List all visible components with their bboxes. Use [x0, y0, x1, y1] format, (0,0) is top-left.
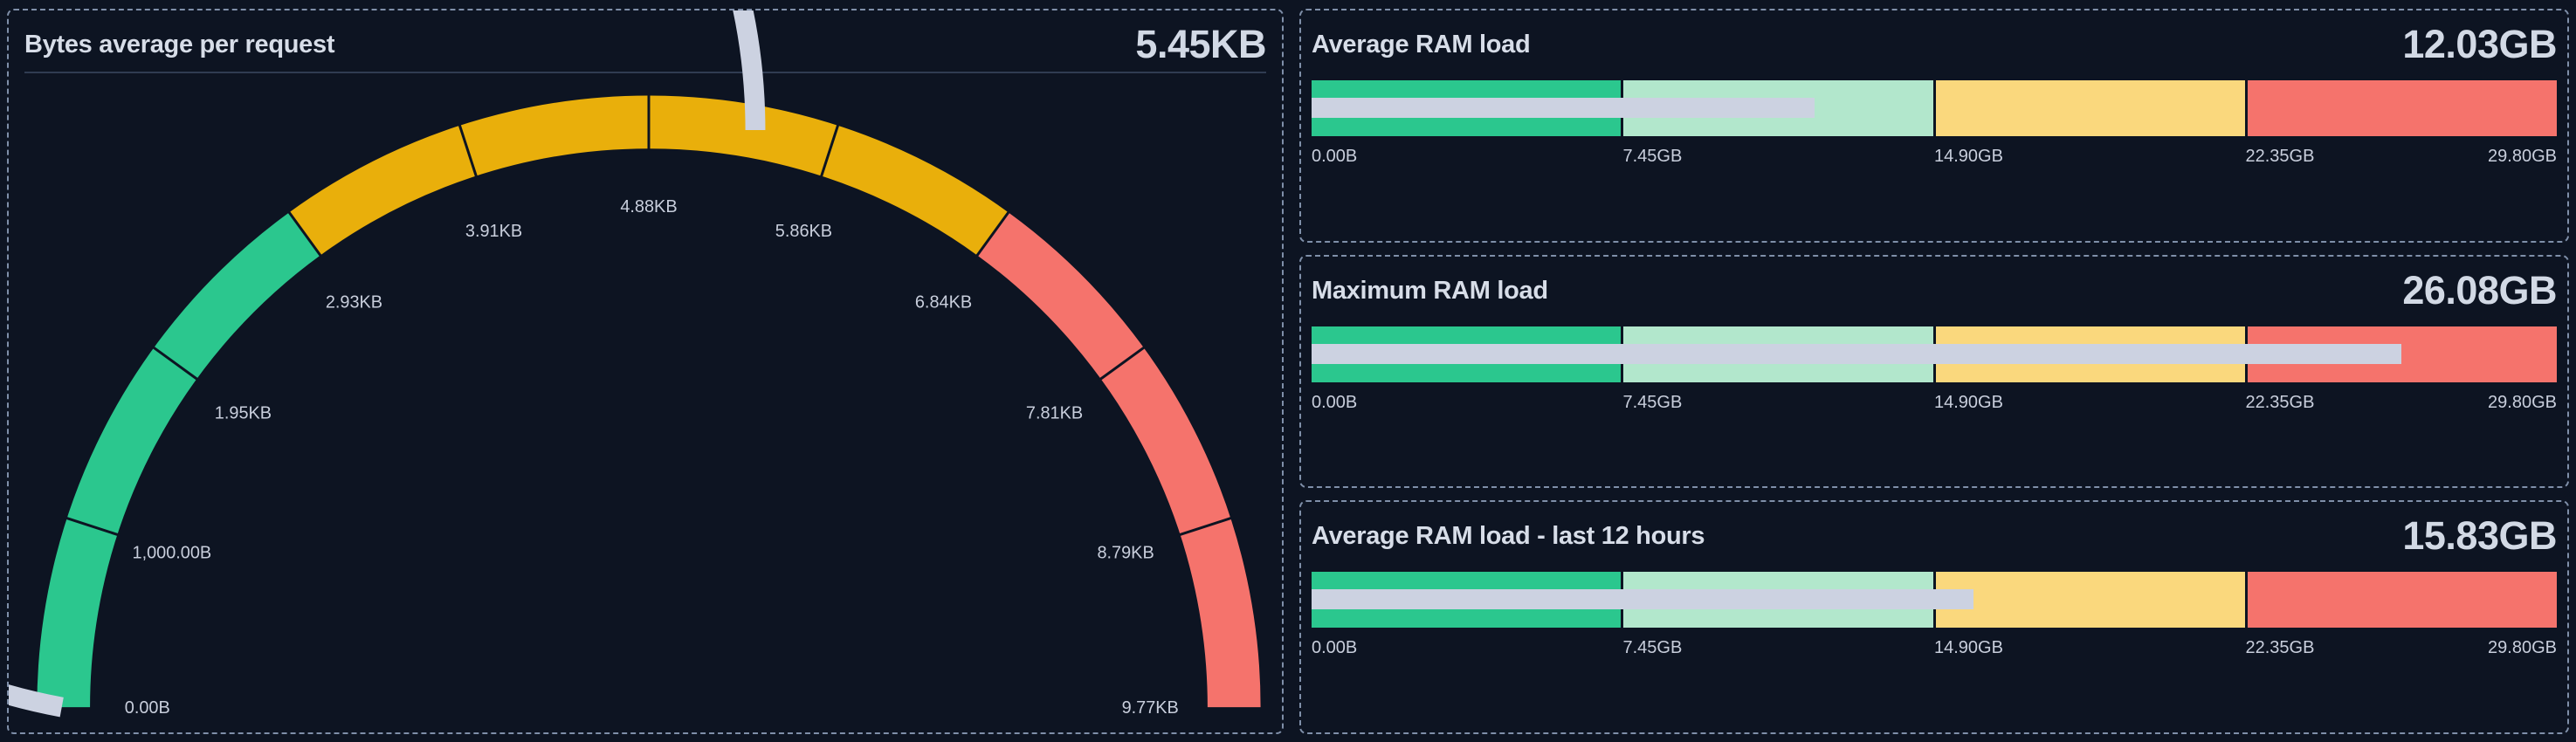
- gauge-tick-label: 9.77KB: [1122, 698, 1179, 718]
- bar-value-strip: [1312, 343, 2401, 364]
- panel-title[interactable]: Bytes average per request: [24, 31, 335, 58]
- gauge-tick-label: 0.00B: [125, 698, 170, 718]
- bar-segment: [1932, 572, 2245, 629]
- gauge-tick-label: 3.91KB: [465, 222, 522, 241]
- gauge-tick: [150, 345, 200, 381]
- bar-segment: [1932, 80, 2245, 136]
- panel-value: 26.08GB: [2402, 267, 2557, 313]
- panel-value: 12.03GB: [2402, 22, 2557, 66]
- gauge-tick: [975, 210, 1011, 258]
- right-column: Average RAM load 12.03GB 0.00B 7.45GB 14.9…: [1299, 9, 2569, 735]
- panel-bytes-average-per-request: Bytes average per request 5.45KB 0.00B 1,…: [7, 9, 1284, 734]
- panel-title[interactable]: Average RAM load - last 12 hours: [1312, 522, 1705, 551]
- panel-header: Maximum RAM load 26.08GB: [1312, 267, 2557, 314]
- gauge-tick-label: 7.81KB: [1026, 404, 1083, 423]
- panel-maximum-ram-load: Maximum RAM load 26.08GB 0.00B 7.45GB 14.9…: [1299, 254, 2569, 489]
- panel-header: Average RAM load - last 12 hours 15.83GB: [1312, 516, 2557, 560]
- bar-segments: [1312, 80, 2557, 136]
- bar-tick-label: 29.80GB: [2488, 638, 2557, 658]
- gauge-tick-label: 5.86KB: [775, 222, 832, 241]
- gauge-tick: [1177, 516, 1234, 537]
- panel-average-ram-load-last-12-hours: Average RAM load - last 12 hours 15.83GB…: [1299, 500, 2569, 735]
- bar-tick-labels: 0.00B 7.45GB 14.90GB 22.35GB 29.80GB: [1312, 147, 2557, 169]
- bar-segment: [2244, 80, 2557, 136]
- bar-value-strip: [1312, 589, 1973, 610]
- gauge-tick: [1098, 345, 1147, 381]
- bar-tick-label: 29.80GB: [2488, 147, 2557, 166]
- bar-segment: [2244, 572, 2557, 629]
- gauge-tick-label: 2.93KB: [326, 293, 382, 313]
- bar-gauge: 0.00B 7.45GB 14.90GB 22.35GB 29.80GB: [1312, 80, 2557, 166]
- gauge-tick: [286, 210, 323, 258]
- gauge-tick: [64, 516, 121, 537]
- gauge-chart: 0.00B 1,000.00B 1.95KB 2.93KB 3.91KB 4.88KB 5.…: [9, 10, 1261, 718]
- bar-tick-label: 7.45GB: [1622, 392, 1683, 412]
- bar-tick-label: 22.35GB: [2245, 147, 2315, 166]
- panel-average-ram-load: Average RAM load 12.03GB 0.00B 7.45GB 14.9…: [1299, 9, 2569, 243]
- bar-tick-label: 14.90GB: [1934, 638, 2003, 658]
- panel-header: Bytes average per request 5.45KB: [24, 24, 1266, 68]
- bar-tick-label: 7.45GB: [1622, 147, 1683, 166]
- bar-tick-label: 29.80GB: [2488, 392, 2557, 412]
- gauge-tick-label: 8.79KB: [1097, 544, 1154, 563]
- bar-tick-label: 7.45GB: [1622, 638, 1683, 658]
- bar-tick-labels: 0.00B 7.45GB 14.90GB 22.35GB 29.80GB: [1312, 393, 2557, 416]
- header-separator: [24, 72, 1266, 73]
- gauge-tick: [458, 122, 479, 179]
- bar-tick-label: 22.35GB: [2245, 638, 2315, 658]
- gauge-tick-label: 1.95KB: [215, 404, 272, 423]
- gauge-threshold-arc: [37, 212, 320, 708]
- bar-tick-label: 14.90GB: [1934, 147, 2003, 166]
- bar-tick-label: 14.90GB: [1934, 392, 2003, 412]
- gauge-threshold-arc: [977, 212, 1261, 708]
- bar-tick-labels: 0.00B 7.45GB 14.90GB 22.35GB 29.80GB: [1312, 638, 2557, 661]
- gauge-tick-label: 1,000.00B: [133, 544, 212, 563]
- bar-value-strip: [1312, 98, 1815, 118]
- panel-title[interactable]: Maximum RAM load: [1312, 276, 1548, 305]
- bar-gauge: 0.00B 7.45GB 14.90GB 22.35GB 29.80GB: [1312, 326, 2557, 412]
- panel-value: 15.83GB: [2402, 513, 2557, 559]
- bar-tick-label: 0.00B: [1312, 147, 1358, 166]
- panel-header: Average RAM load 12.03GB: [1312, 24, 2557, 68]
- panel-value: 5.45KB: [1135, 22, 1266, 66]
- gauge-tick-label: 4.88KB: [620, 197, 677, 216]
- gauge-tick: [819, 122, 840, 179]
- bar-gauge: 0.00B 7.45GB 14.90GB 22.35GB 29.80GB: [1312, 572, 2557, 657]
- bar-tick-label: 0.00B: [1312, 638, 1358, 658]
- panel-title[interactable]: Average RAM load: [1312, 31, 1531, 58]
- bar-tick-label: 22.35GB: [2245, 392, 2315, 412]
- bar-tick-label: 0.00B: [1312, 392, 1358, 412]
- gauge-tick-label: 6.84KB: [915, 293, 972, 313]
